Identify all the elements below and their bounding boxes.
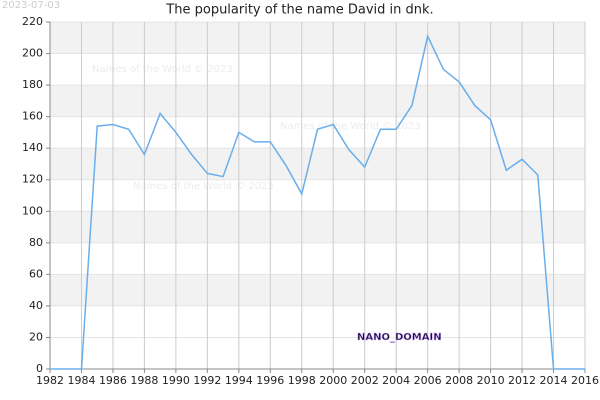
x-tick-label: 1986 [99, 374, 127, 387]
x-tick-label: 2002 [351, 374, 379, 387]
grid-band [50, 22, 585, 54]
x-tick-label: 1988 [130, 374, 158, 387]
x-tick-label: 1998 [288, 374, 316, 387]
grid-band [50, 85, 585, 117]
grid-band [50, 211, 585, 243]
y-tick-label: 140 [22, 141, 43, 154]
x-tick-label: 2000 [319, 374, 347, 387]
watermark: Names of the World © 2023 [280, 121, 421, 132]
y-tick-label: 100 [22, 204, 43, 217]
grid-band [50, 274, 585, 306]
x-tick-label: 2004 [382, 374, 410, 387]
x-tick-label: 1982 [36, 374, 64, 387]
watermark: Names of the World © 2023 [133, 181, 274, 192]
y-tick-label: 120 [22, 173, 43, 186]
line [50, 33, 585, 370]
y-tick-label: 180 [22, 78, 43, 91]
y-tick-label: 80 [29, 236, 43, 249]
y-tick-label: 200 [22, 47, 43, 60]
y-tick-label: 160 [22, 110, 43, 123]
x-tick-label: 1990 [162, 374, 190, 387]
chart-title: The popularity of the name David in dnk. [165, 3, 433, 18]
x-tick-label: 1984 [67, 374, 95, 387]
x-tick-label: 2012 [508, 374, 536, 387]
x-tick-label: 1992 [193, 374, 221, 387]
x-tick-label: 2016 [571, 374, 599, 387]
plot-background [50, 22, 585, 306]
grid-band [50, 148, 585, 180]
date-stamp: 2023-07-03 [2, 0, 60, 11]
x-tick-label: 1996 [256, 374, 284, 387]
y-tick-label: 20 [29, 330, 43, 343]
x-tick-label: 2010 [477, 374, 505, 387]
y-tick-label: 60 [29, 267, 43, 280]
watermark: Names of the World © 2023 [92, 64, 233, 75]
domain-label: NANO_DOMAIN [357, 332, 442, 343]
x-tick-label: 2006 [414, 374, 442, 387]
y-tick-label: 220 [22, 15, 43, 28]
x-tick-label: 1994 [225, 374, 253, 387]
x-tick-label: 2008 [445, 374, 473, 387]
y-tick-label: 0 [36, 362, 43, 375]
y-tick-label: 40 [29, 299, 43, 312]
x-tick-label: 2014 [540, 374, 568, 387]
